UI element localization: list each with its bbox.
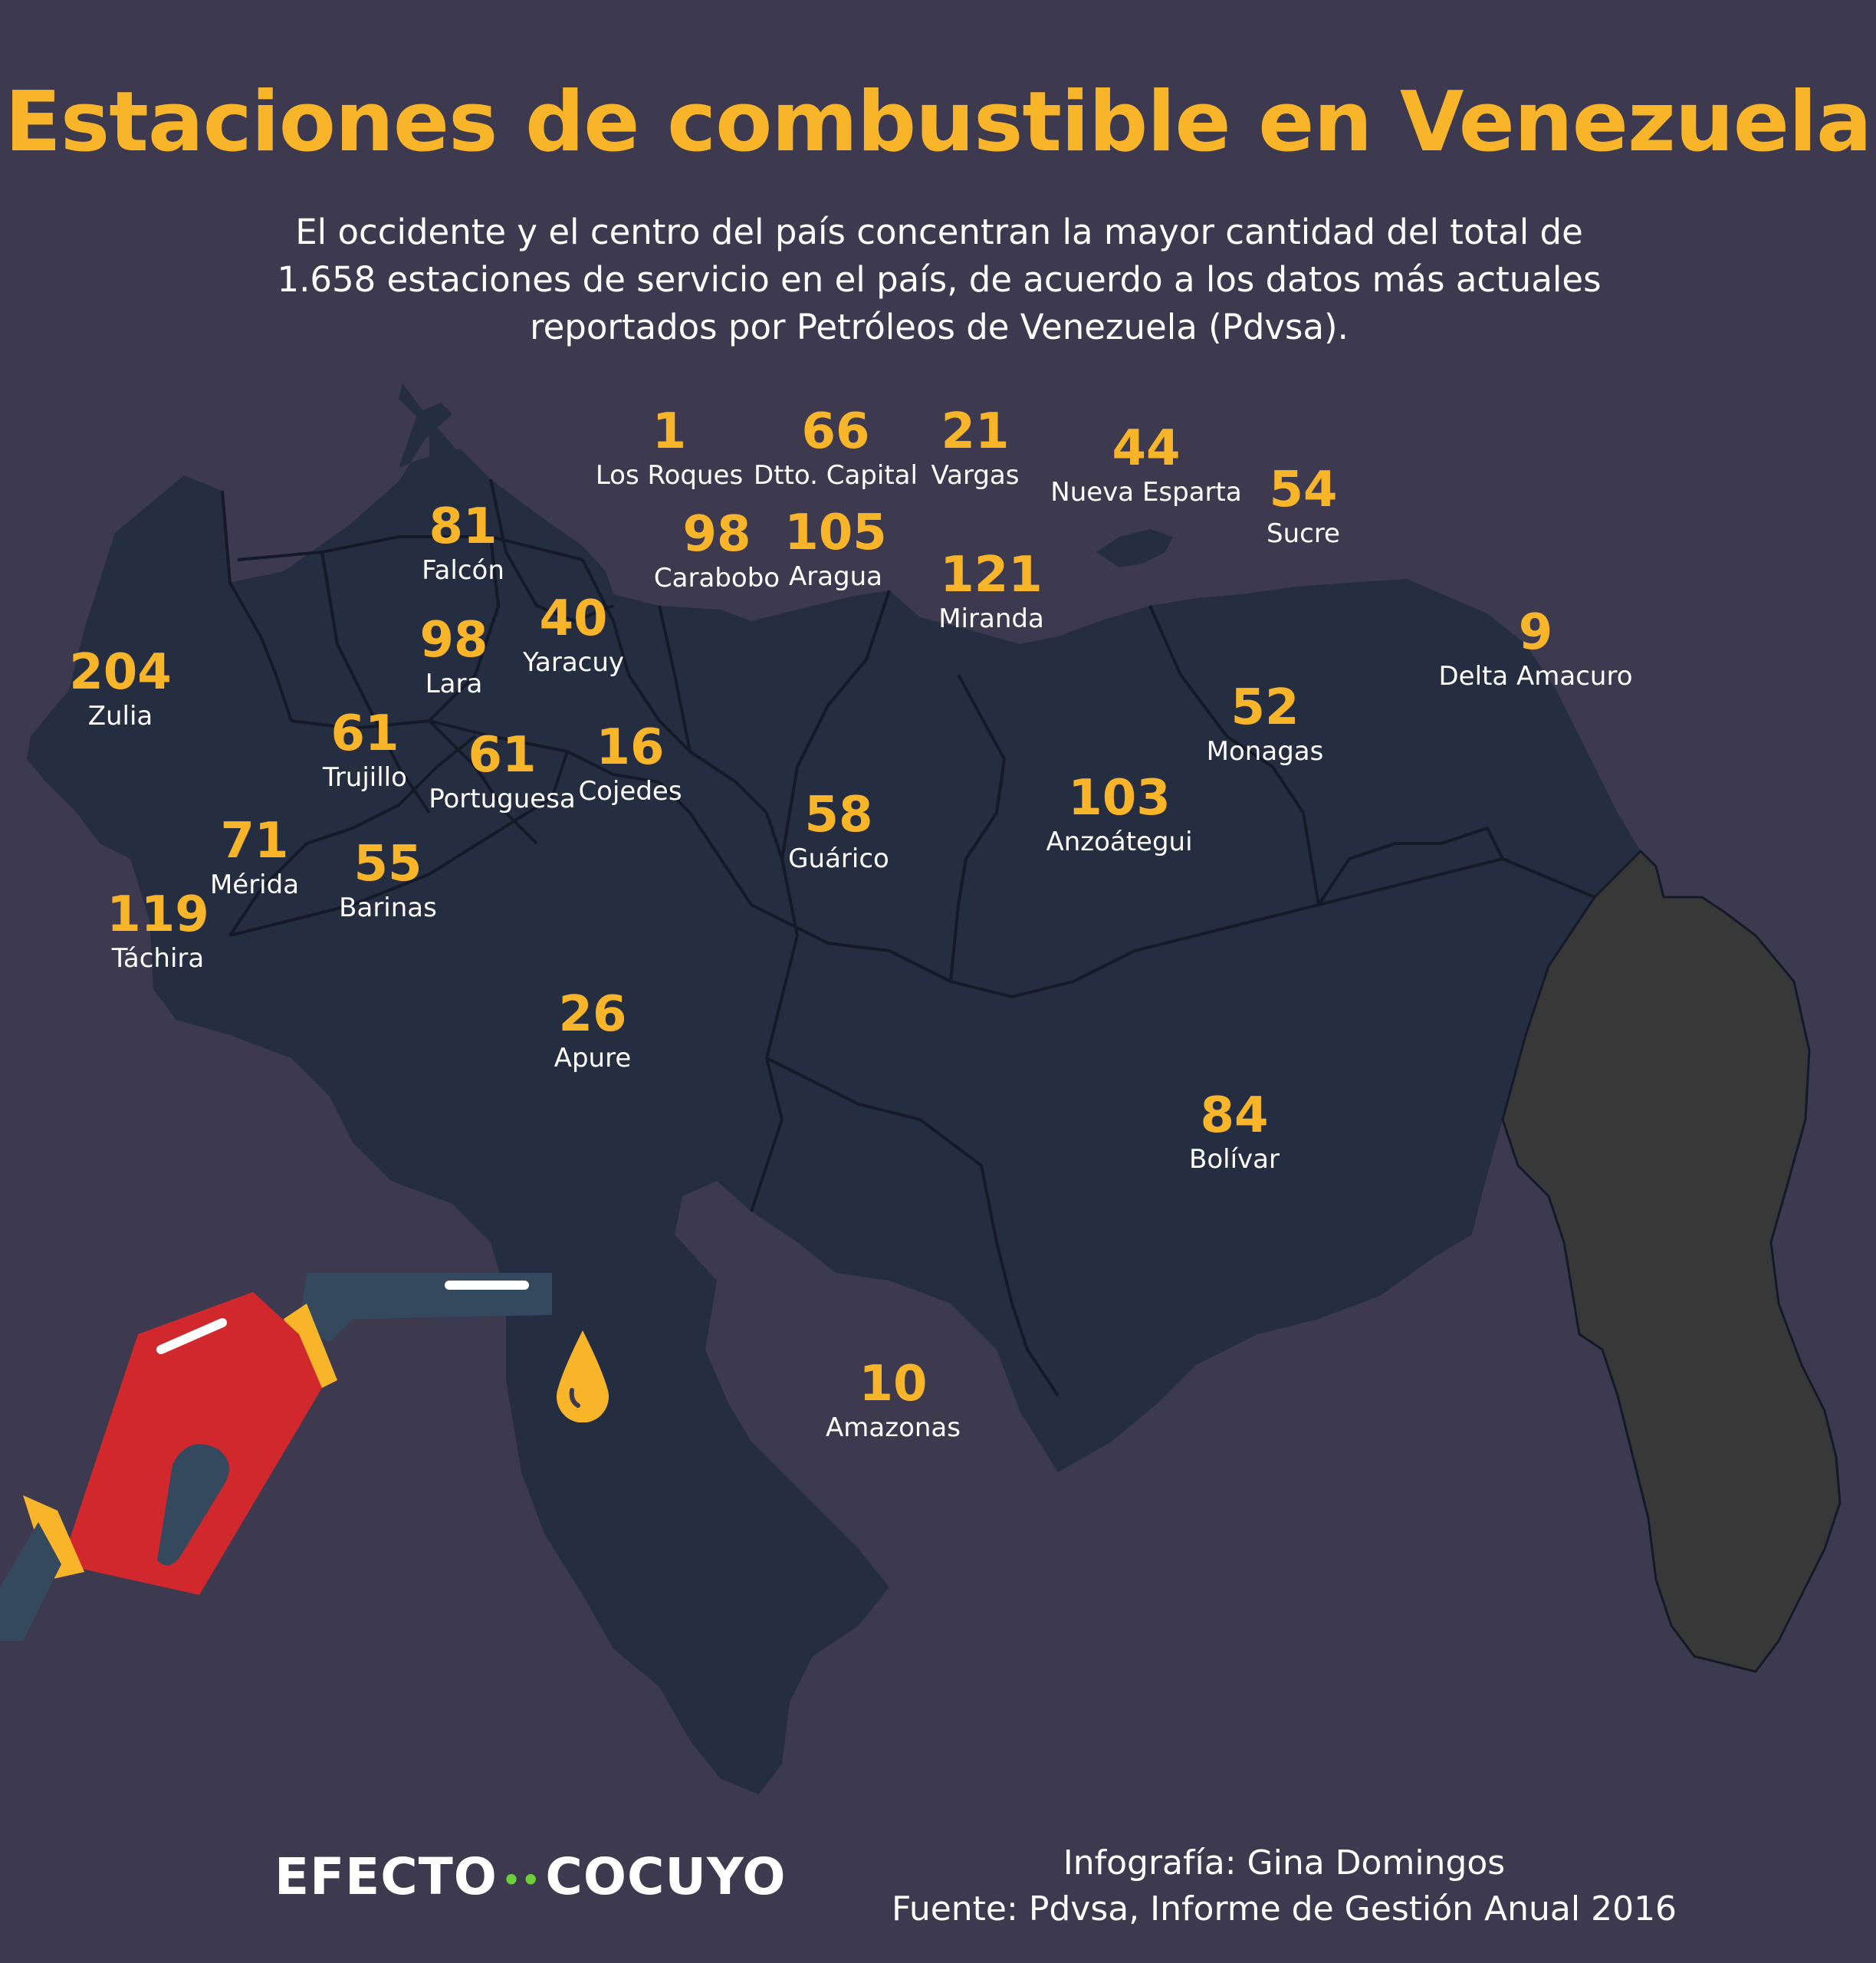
- state-label-carabobo: 98 Carabobo: [653, 506, 780, 594]
- state-label-zulia: 204 Zulia: [69, 644, 172, 732]
- fuel-drop-icon: [557, 1330, 609, 1422]
- state-label-trujillo: 61 Trujillo: [323, 705, 407, 793]
- state-label-delta-amacuro: 9 Delta Amacuro: [1438, 604, 1633, 692]
- state-label-guarico: 58 Guárico: [788, 787, 889, 874]
- state-label-amazonas: 10 Amazonas: [826, 1356, 961, 1443]
- state-label-aragua: 105 Aragua: [784, 505, 887, 592]
- venezuela-territory: [27, 403, 1641, 1794]
- state-label-tachira: 119 Táchira: [107, 886, 209, 974]
- state-label-monagas: 52 Monagas: [1206, 679, 1324, 767]
- essequibo-area: [1501, 849, 1842, 1673]
- credit-author: Infografía: Gina Domingos: [1063, 1843, 1506, 1882]
- state-label-sucre: 54 Sucre: [1267, 462, 1340, 549]
- brand-logo: EFECTO ••COCUYO: [274, 1847, 787, 1906]
- state-label-anzoategui: 103 Anzoátegui: [1046, 770, 1193, 857]
- fuel-nozzle-icon: [0, 1273, 552, 1641]
- state-label-falcon: 81 Falcón: [422, 498, 504, 586]
- state-label-dtto-capital: 66 Dtto. Capital: [754, 403, 918, 491]
- state-label-bolivar: 84 Bolívar: [1189, 1087, 1280, 1175]
- state-label-barinas: 55 Barinas: [339, 836, 437, 923]
- state-label-lara: 98 Lara: [419, 612, 488, 699]
- state-label-cojedes: 16 Cojedes: [578, 719, 682, 807]
- credit-source: Fuente: Pdvsa, Informe de Gestión Anual …: [891, 1889, 1677, 1928]
- state-borders: [221, 478, 1595, 1397]
- state-label-vargas: 21 Vargas: [931, 403, 1020, 491]
- state-label-merida: 71 Mérida: [209, 813, 300, 900]
- margarita-island: [1096, 529, 1173, 567]
- subtitle: El occidente y el centro del país concen…: [277, 212, 1602, 347]
- page-title: Estaciones de combustible en Venezuela: [5, 74, 1872, 170]
- state-label-miranda: 121 Miranda: [938, 547, 1044, 634]
- paraguana-peninsula: [399, 383, 491, 506]
- state-label-apure: 26 Apure: [554, 986, 632, 1074]
- credits: Infografía: Gina Domingos Fuente: Pdvsa,…: [882, 1840, 1687, 1932]
- state-label-nueva-esparta: 44 Nueva Esparta: [1050, 420, 1242, 508]
- state-label-yaracuy: 40 Yaracuy: [522, 590, 625, 678]
- state-label-los-roques: 1 Los Roques: [595, 403, 744, 491]
- state-label-portuguesa: 61 Portuguesa: [429, 727, 576, 814]
